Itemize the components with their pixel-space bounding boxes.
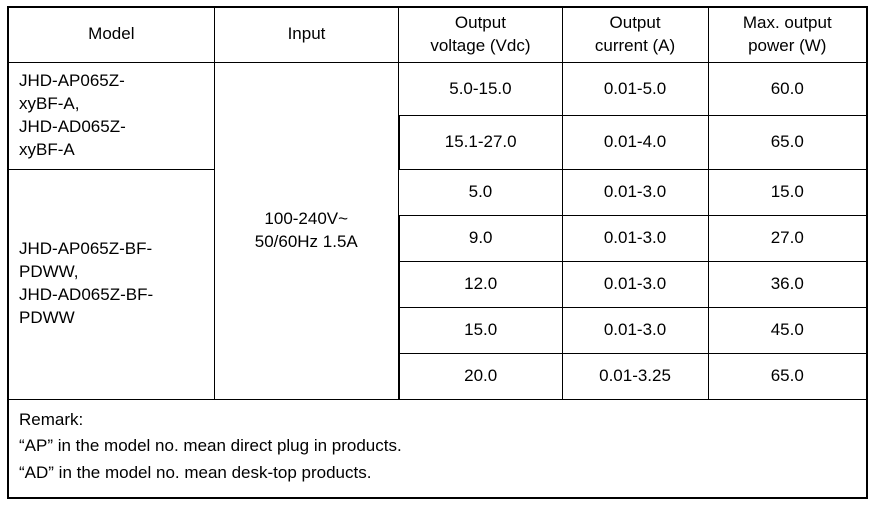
spec-table: Model Input Output voltage (Vdc) Output … <box>6 5 868 499</box>
col-header-output-voltage: Output voltage (Vdc) <box>398 5 563 63</box>
col-header-max-output-power: Max. output power (W) <box>707 5 868 63</box>
output-voltage-cell: 15.1-27.0 <box>397 115 563 170</box>
col-header-model: Model <box>6 5 215 63</box>
input-spec-cell: 100-240V~ 50/60Hz 1.5A <box>213 61 400 400</box>
output-voltage-cell: 15.0 <box>397 306 563 354</box>
output-current-cell: 0.01-3.0 <box>561 260 709 308</box>
model-group-a: JHD-AP065Z- xyBF-A, JHD-AD065Z- xyBF-A <box>6 61 215 170</box>
output-current-cell: 0.01-3.0 <box>561 306 709 354</box>
table-row: 15.1-27.0 0.01-4.0 65.0 <box>8 115 868 170</box>
model-group-b: JHD-AP065Z-BF- PDWW, JHD-AD065Z-BF- PDWW <box>6 168 215 400</box>
output-current-cell: 0.01-3.0 <box>561 168 709 216</box>
table-row: 9.0 0.01-3.0 27.0 <box>8 214 868 262</box>
output-voltage-cell: 5.0 <box>398 168 563 216</box>
header-row: Model Input Output voltage (Vdc) Output … <box>6 5 868 63</box>
remark-line-ad: “AD” in the model no. mean desk-top prod… <box>19 462 372 482</box>
table-row: 12.0 0.01-3.0 36.0 <box>8 260 868 308</box>
max-power-cell: 15.0 <box>707 168 868 216</box>
table-row: JHD-AP065Z-BF- PDWW, JHD-AD065Z-BF- PDWW… <box>6 168 868 400</box>
table-row: JHD-AP065Z- xyBF-A, JHD-AD065Z- xyBF-A 1… <box>6 61 868 400</box>
output-current-cell: 0.01-4.0 <box>561 115 709 170</box>
max-power-cell: 45.0 <box>707 306 868 354</box>
max-power-cell: 27.0 <box>707 214 868 262</box>
col-header-input: Input <box>213 5 400 63</box>
max-power-cell: 65.0 <box>707 115 868 170</box>
table-row: 15.0 0.01-3.0 45.0 <box>8 306 868 354</box>
output-current-cell: 0.01-3.0 <box>561 214 709 262</box>
output-current-cell: 0.01-5.0 <box>561 61 709 117</box>
output-voltage-cell: 20.0 <box>397 352 563 400</box>
table-row: 20.0 0.01-3.25 65.0 <box>8 352 868 400</box>
output-voltage-cell: 5.0-15.0 <box>398 61 563 117</box>
remark-line-ap: “AP” in the model no. mean direct plug i… <box>19 436 402 456</box>
remark-row: Remark: “AP” in the model no. mean direc… <box>7 398 868 499</box>
max-power-cell: 60.0 <box>707 61 868 117</box>
max-power-cell: 36.0 <box>707 260 868 308</box>
output-voltage-cell: 9.0 <box>397 214 563 262</box>
remark-cell: Remark: “AP” in the model no. mean direc… <box>7 398 868 499</box>
max-power-cell: 65.0 <box>707 352 868 400</box>
output-voltage-cell: 12.0 <box>397 260 563 308</box>
col-header-output-current: Output current (A) <box>561 5 709 63</box>
remark-title: Remark: <box>19 409 84 429</box>
output-current-cell: 0.01-3.25 <box>561 352 709 400</box>
